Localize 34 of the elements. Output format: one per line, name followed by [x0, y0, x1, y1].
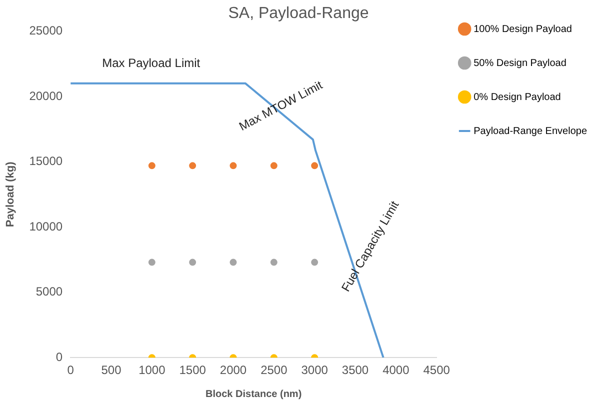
x-axis-title: Block Distance (nm) [206, 388, 302, 400]
y-tick-label: 10000 [29, 219, 63, 234]
annotation: Max Payload Limit [102, 56, 201, 70]
x-tick-label: 0 [67, 363, 74, 378]
point [230, 162, 237, 170]
point [189, 258, 196, 266]
point [311, 258, 318, 266]
x-tick-label: 4500 [423, 363, 450, 378]
x-tick-label: 4000 [382, 363, 410, 378]
y-tick-label: 0 [56, 350, 63, 364]
legend-label: 100% Design Payload [474, 24, 572, 35]
legend-label: 50% Design Payload [474, 58, 566, 69]
y-axis-title: Payload (kg) [4, 161, 17, 228]
y-tick-label: 20000 [29, 88, 63, 103]
y-tick-label: 5000 [36, 284, 63, 299]
y-tick-label: 25000 [29, 24, 63, 38]
x-tick-label: 500 [101, 363, 122, 378]
point [148, 258, 156, 266]
point [230, 258, 237, 266]
point [270, 162, 278, 170]
y-tick-label: 15000 [29, 154, 63, 168]
x-tick-label: 1000 [138, 363, 166, 378]
point [311, 162, 318, 170]
x-tick-label: 3500 [342, 363, 369, 378]
x-tick-label: 2500 [260, 363, 288, 378]
point [148, 162, 156, 170]
point [189, 162, 196, 170]
x-tick-label: 1500 [179, 363, 206, 378]
chart-title: SA, Payload-Range [228, 5, 369, 22]
legend-label: Payload-Range Envelope [474, 126, 588, 137]
legend-label: 0% Design Payload [474, 92, 561, 103]
point [270, 258, 278, 266]
x-tick-label: 2000 [220, 363, 247, 378]
x-tick-label: 3000 [301, 363, 328, 378]
